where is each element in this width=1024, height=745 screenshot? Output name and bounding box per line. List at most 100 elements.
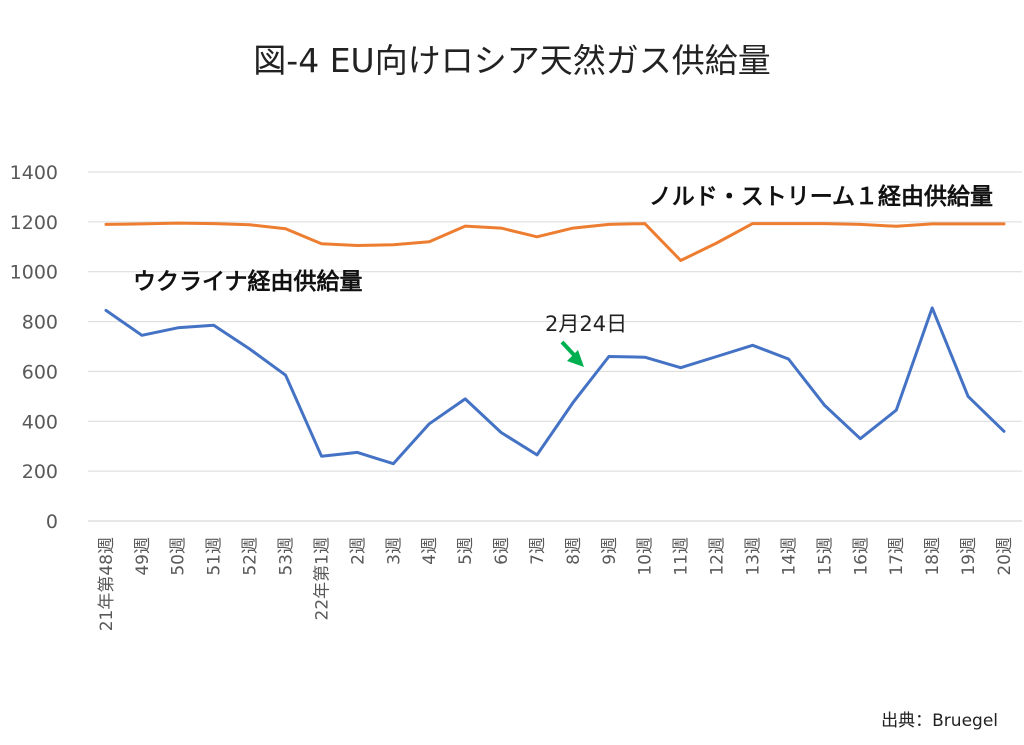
y-tick-label: 1000 [10,262,58,284]
x-tick-label: 18週 [923,537,943,576]
y-tick-label: 1400 [10,162,58,184]
x-axis-ticks: 21年第48週 49週 50週 51週 52週 53週 22年第1週 2週 3週 4週 5週 6週 7週… [97,537,1015,631]
x-tick-label: 15週 [815,537,835,576]
x-tick-label: 9週 [600,537,620,565]
data-point [679,366,682,369]
x-tick-label: 6週 [492,537,512,565]
x-tick-label: 51週 [205,537,225,576]
data-point [607,355,611,358]
x-tick-label: 21年第48週 [97,537,117,631]
x-tick-label: 11週 [672,537,692,576]
data-point [571,226,575,230]
data-point [392,462,395,465]
x-tick-label: 8週 [564,537,584,565]
data-point [104,309,108,312]
data-point [715,241,718,245]
series-label-nord-stream: ノルド・ストリーム１経由供給量 [649,183,993,210]
data-point [895,408,898,412]
annotation-arrow [560,340,584,367]
data-point [320,242,323,245]
x-tick-label: 17週 [887,537,907,576]
y-tick-label: 1200 [10,212,58,234]
data-point [320,455,323,458]
data-point [1002,430,1006,433]
data-point [428,422,431,425]
x-tick-label: 3週 [384,537,404,565]
data-point [356,451,359,454]
data-point [104,223,108,226]
x-tick-label: 5週 [456,537,476,565]
data-point [140,222,144,226]
x-tick-label: 52週 [241,537,261,576]
data-point [715,355,718,358]
data-point [751,222,754,225]
data-point [643,222,646,225]
y-tick-label: 0 [46,511,58,533]
y-axis-ticks: 0 200 400 600 800 1000 1200 1400 [10,162,58,533]
data-point [176,326,179,329]
data-point [643,356,646,359]
data-point [248,223,251,226]
series-line-0 [104,221,1006,262]
data-point [499,431,503,434]
data-point [823,222,826,225]
series-line-1 [104,306,1006,466]
data-point [392,243,395,246]
data-point [535,453,539,457]
data-point [140,334,144,337]
data-point [787,357,790,361]
data-point [931,306,934,310]
annotation-feb24: 2月24日 [545,312,627,336]
gridlines [88,171,1022,522]
chart-title: 図-4 EU向けロシア天然ガス供給量 [253,41,770,80]
data-point [428,240,431,243]
data-point [859,437,862,440]
x-tick-label: 53週 [277,537,297,576]
data-point [895,225,898,228]
y-tick-label: 800 [22,312,58,334]
x-tick-label: 2週 [348,537,368,565]
data-point [464,224,467,228]
data-point [284,374,287,377]
x-tick-label: 7週 [528,537,548,565]
source-credit: 出典：Bruegel [881,711,998,731]
data-point [176,221,179,225]
x-tick-label: 49週 [133,537,153,576]
data-point [966,222,970,226]
x-tick-label: 10週 [636,537,656,576]
x-tick-label: 22年第1週 [312,537,332,620]
data-point [356,244,359,247]
y-tick-label: 600 [22,361,58,383]
data-point [571,401,575,404]
data-point [284,227,287,230]
data-point [859,223,862,226]
data-point [787,222,790,225]
x-tick-label: 4週 [420,537,440,565]
data-point [248,347,251,351]
data-point [535,235,539,238]
series-label-ukraine: ウクライナ経由供給量 [133,268,363,295]
data-point [212,222,215,225]
x-tick-label: 12週 [708,537,728,576]
data-point [1002,222,1006,226]
x-tick-label: 16週 [851,537,871,576]
data-point [212,324,215,327]
x-tick-label: 13週 [744,537,764,576]
data-point [931,222,934,226]
x-tick-label: 20週 [995,537,1015,576]
data-point [679,259,682,262]
x-tick-label: 50週 [169,537,189,576]
data-point [823,403,826,407]
series-lines [104,221,1006,466]
data-point [607,223,611,226]
data-point [499,226,503,230]
data-point [966,395,970,398]
data-point [751,344,754,347]
data-point [464,397,467,401]
x-tick-label: 14週 [779,537,799,576]
y-tick-label: 400 [22,411,58,433]
y-tick-label: 200 [22,461,58,483]
x-tick-label: 19週 [959,537,979,576]
